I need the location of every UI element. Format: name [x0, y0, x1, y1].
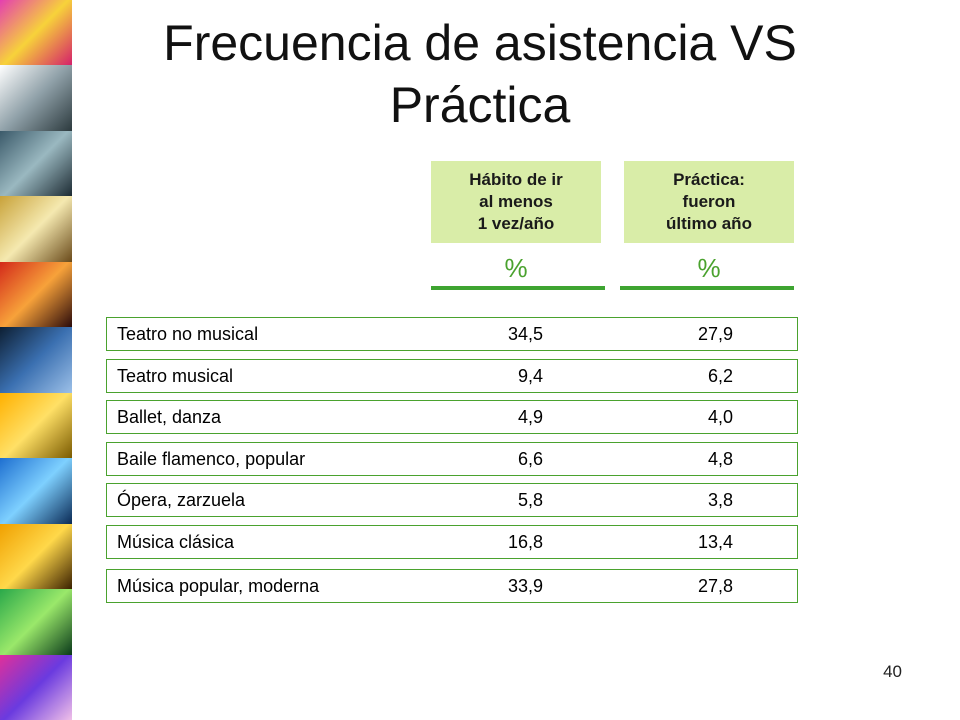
- row-label: Teatro musical: [117, 366, 234, 386]
- row-value-habito: 6,6: [517, 449, 543, 469]
- decorative-photo: [0, 327, 72, 393]
- column-header-practica: Práctica: fueron último año: [624, 161, 794, 243]
- decorative-photo: [0, 589, 72, 655]
- row-value-habito: 9,4: [517, 366, 543, 386]
- decorative-photo: [0, 654, 72, 720]
- decorative-photo: [0, 0, 72, 66]
- row-label: Música clásica: [117, 532, 235, 552]
- column-underline: [431, 286, 605, 290]
- row-value-practica: 4,0: [707, 407, 733, 427]
- column-underline: [620, 286, 794, 290]
- row-value-habito: 34,5: [507, 324, 543, 344]
- row-value-practica: 4,8: [707, 449, 733, 469]
- row-value-practica: 27,8: [697, 576, 733, 596]
- decorative-photo: [0, 65, 72, 131]
- page-number: 40: [883, 662, 902, 681]
- row-label: Música popular, moderna: [117, 576, 320, 596]
- row-value-practica: 13,4: [697, 532, 733, 552]
- decorative-photo: [0, 458, 72, 524]
- slide-title: Frecuencia de asistencia VS Práctica: [163, 15, 797, 133]
- row-label: Ballet, danza: [117, 407, 222, 427]
- table-row: Teatro musical 9,4 6,2: [106, 359, 798, 393]
- table-row: Ópera, zarzuela 5,8 3,8: [106, 483, 798, 517]
- column-unit-habito: %: [504, 253, 528, 283]
- decorative-photo-strip: [0, 0, 72, 720]
- decorative-photo: [0, 523, 72, 590]
- table-row: Ballet, danza 4,9 4,0: [106, 400, 798, 434]
- table-row: Música clásica 16,8 13,4: [106, 525, 798, 559]
- decorative-photo: [0, 392, 72, 459]
- row-value-practica: 6,2: [707, 366, 733, 386]
- decorative-photo: [0, 130, 72, 197]
- row-value-practica: 27,9: [697, 324, 733, 344]
- decorative-photo: [0, 196, 72, 262]
- row-value-habito: 33,9: [507, 576, 543, 596]
- decorative-photo: [0, 261, 72, 328]
- table-row: Teatro no musical 34,5 27,9: [106, 317, 798, 351]
- column-header-habito: Hábito de ir al menos 1 vez/año: [431, 161, 601, 243]
- row-value-practica: 3,8: [707, 490, 733, 510]
- row-label: Baile flamenco, popular: [117, 449, 306, 469]
- column-unit-practica: %: [697, 253, 721, 283]
- row-value-habito: 4,9: [517, 407, 543, 427]
- table-row: Baile flamenco, popular 6,6 4,8: [106, 442, 798, 476]
- row-value-habito: 5,8: [517, 490, 543, 510]
- row-value-habito: 16,8: [507, 532, 543, 552]
- row-label: Teatro no musical: [117, 324, 259, 344]
- table-row: Música popular, moderna 33,9 27,8: [106, 569, 798, 603]
- row-label: Ópera, zarzuela: [117, 490, 246, 510]
